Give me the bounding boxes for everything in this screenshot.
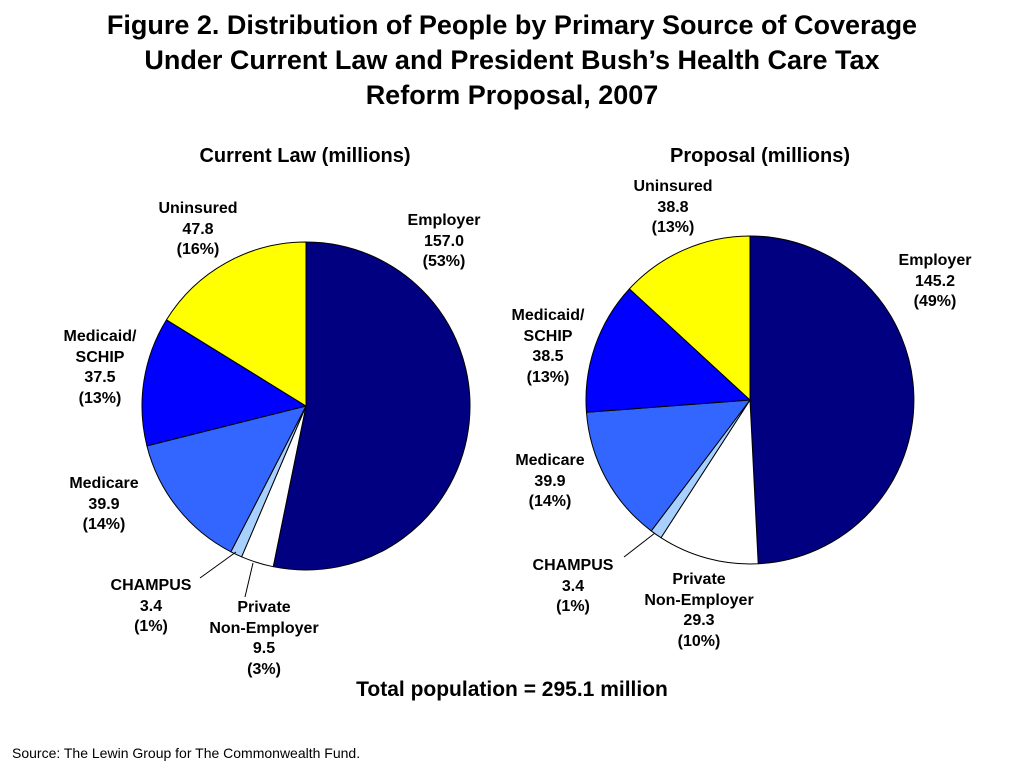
label-current-private-percent: (3%): [247, 660, 281, 678]
label-current-medicaid-value: 37.5: [84, 369, 116, 386]
label-current-medicare-value: 39.9: [88, 495, 120, 513]
label-current-medicaid-name-2: SCHIP: [75, 348, 125, 366]
label-current-private: Private Non-Employer 9.5 (3%): [209, 598, 318, 680]
label-proposal-medicare-value: 39.9: [534, 472, 566, 490]
label-current-medicare-name: Medicare: [69, 475, 139, 492]
label-proposal-private: Private Non-Employer 29.3 (10%): [644, 570, 753, 652]
leader-lines: [199, 532, 656, 598]
label-proposal-uninsured-name: Uninsured: [633, 178, 713, 195]
label-current-uninsured-percent: (16%): [176, 241, 220, 258]
title-line-3: Reform Proposal, 2007: [365, 80, 659, 110]
label-current-private-name-2: Non-Employer: [209, 619, 319, 637]
current-slice-medicaid-schip: [141, 319, 307, 447]
label-current-champus-percent: (1%): [134, 618, 168, 635]
label-current-medicaid-percent: (13%): [78, 389, 122, 407]
label-current-private-value: 9.5: [252, 640, 276, 657]
label-proposal-employer-name: Employer: [898, 252, 972, 269]
label-current-employer-name: Employer: [407, 212, 481, 229]
figure-title: Figure 2. Distribution of People by Prim…: [0, 8, 1024, 113]
label-proposal-private-value: 29.3: [683, 612, 715, 629]
title-line-1: Figure 2. Distribution of People by Prim…: [106, 10, 918, 40]
label-proposal-medicare-percent: (14%): [528, 493, 572, 510]
label-current-employer-value: 157.0: [423, 232, 465, 250]
total-population: Total population = 295.1 million: [356, 678, 668, 701]
label-current-champus: CHAMPUS 3.4 (1%): [111, 576, 192, 638]
label-proposal-medicaid-name-1: Medicaid/: [511, 307, 585, 324]
label-current-employer-percent: (53%): [422, 253, 466, 270]
label-proposal-champus-name: CHAMPUS: [532, 557, 614, 574]
current-slice-medicare: [146, 405, 307, 553]
label-current-uninsured-name: Uninsured: [158, 200, 238, 217]
label-proposal-champus-value: 3.4: [561, 577, 585, 595]
source-note: Source: The Lewin Group for The Commonwe…: [12, 745, 361, 761]
proposal-pie: [585, 235, 915, 565]
leader-line-current-private: [244, 562, 254, 598]
leader-line-current-champus: [199, 551, 237, 579]
current-law-pie: [141, 241, 471, 571]
proposal-slice-private-non-employer: [660, 399, 759, 565]
label-current-medicaid: Medicaid/ SCHIP 37.5 (13%): [64, 327, 137, 409]
label-current-medicare-percent: (14%): [82, 516, 126, 533]
label-proposal-uninsured-percent: (13%): [651, 219, 695, 236]
label-proposal-private-percent: (10%): [677, 632, 721, 650]
label-current-champus-name: CHAMPUS: [110, 577, 192, 594]
title-line-2: Under Current Law and President Bush’s H…: [144, 45, 880, 75]
proposal-slice-medicare: [585, 399, 751, 532]
label-current-private-name-1: Private: [237, 599, 291, 616]
label-proposal-medicare-name: Medicare: [515, 452, 585, 469]
label-proposal-medicaid-percent: (13%): [526, 368, 570, 386]
leader-line-proposal-champus: [623, 532, 656, 558]
current-slice-employer: [272, 241, 471, 571]
current-law-chart-title: Current Law (millions): [199, 145, 411, 167]
proposal-chart-title: Proposal (millions): [669, 145, 851, 167]
proposal-slice-employer: [749, 235, 915, 565]
label-proposal-employer: Employer 145.2 (49%): [899, 251, 972, 313]
label-proposal-uninsured-value: 38.8: [657, 198, 689, 216]
proposal-slice-medicaid-schip: [585, 288, 751, 413]
label-proposal-medicare: Medicare 39.9 (14%): [515, 451, 584, 513]
label-current-employer: Employer 157.0 (53%): [408, 211, 481, 273]
label-current-medicaid-name-1: Medicaid/: [63, 328, 137, 345]
current-slice-uninsured: [165, 241, 307, 407]
label-proposal-private-name-1: Private: [672, 571, 726, 588]
label-proposal-champus: CHAMPUS 3.4 (1%): [533, 556, 614, 618]
label-current-uninsured-value: 47.8: [182, 220, 214, 238]
label-proposal-medicaid-name-2: SCHIP: [523, 327, 573, 345]
label-current-medicare: Medicare 39.9 (14%): [69, 474, 138, 536]
proposal-slice-uninsured: [628, 235, 751, 401]
label-current-champus-value: 3.4: [139, 597, 163, 615]
label-proposal-employer-percent: (49%): [913, 293, 957, 310]
label-proposal-employer-value: 145.2: [914, 272, 956, 290]
label-proposal-medicaid: Medicaid/ SCHIP 38.5 (13%): [512, 306, 585, 388]
label-proposal-uninsured: Uninsured 38.8 (13%): [633, 177, 712, 239]
label-proposal-medicaid-value: 38.5: [532, 348, 564, 365]
label-proposal-private-name-2: Non-Employer: [644, 591, 754, 609]
label-proposal-champus-percent: (1%): [556, 598, 590, 615]
label-current-uninsured: Uninsured 47.8 (16%): [158, 199, 237, 261]
